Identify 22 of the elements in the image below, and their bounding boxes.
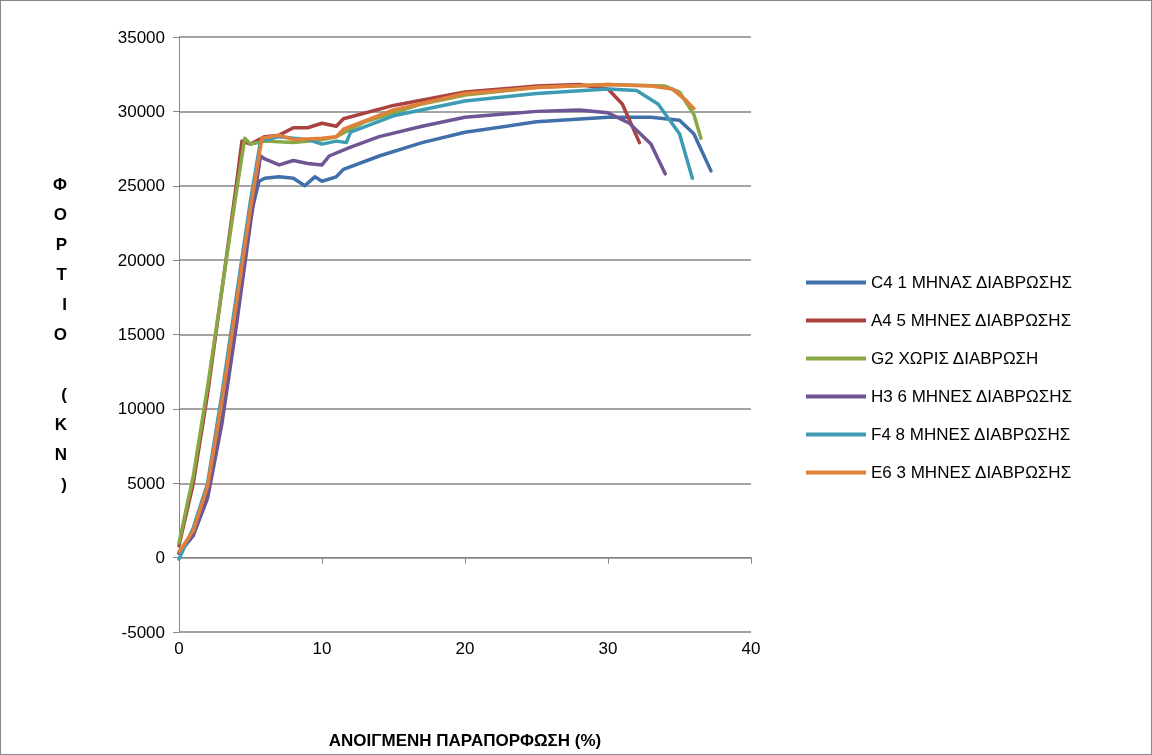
x-tick-label: 40 [741, 639, 761, 658]
y-tick-label: 5000 [127, 473, 165, 493]
y-tick-label: 20000 [117, 250, 165, 270]
x-tick-label: 30 [598, 639, 618, 658]
x-tick-label: 10 [312, 639, 332, 658]
y-tick-label: 0 [155, 548, 165, 568]
x-tick-label: 20 [455, 639, 475, 658]
x-tick-label: 0 [174, 639, 184, 658]
y-tick-label: 35000 [117, 27, 165, 47]
y-tick-label: 30000 [117, 101, 165, 121]
text: ΦΟΡΤΙΟ (ΚΝ) [53, 175, 67, 494]
legend-label: Α4 5 ΜΗΝΕΣ ΔΙΑΒΡΩΣΗΣ [871, 311, 1072, 330]
y-tick-label: -5000 [121, 622, 165, 642]
legend-label: Η3 6 ΜΗΝΕΣ ΔΙΑΒΡΩΣΗΣ [871, 387, 1073, 406]
legend-label: C4 1 ΜΗΝΑΣ ΔΙΑΒΡΩΣΗΣ [871, 273, 1073, 292]
legend-label: Ε6 3 ΜΗΝΕΣ ΔΙΑΒΡΩΣΗΣ [871, 463, 1072, 482]
y-tick-label: 15000 [117, 325, 165, 344]
x-axis-title: ΑΝΟΙΓΜΕΝΗ ΠΑΡΑΠΟΡΦΩΣΗ (%) [328, 731, 602, 750]
legend-label: G2 ΧΩΡΙΣ ΔΙΑΒΡΩΣΗ [871, 349, 1039, 368]
y-tick-label: 10000 [117, 399, 165, 419]
legend-label: F4 8 ΜΗΝΕΣ ΔΙΑΒΡΩΣΗΣ [871, 425, 1071, 444]
y-tick-label: 25000 [117, 176, 165, 196]
